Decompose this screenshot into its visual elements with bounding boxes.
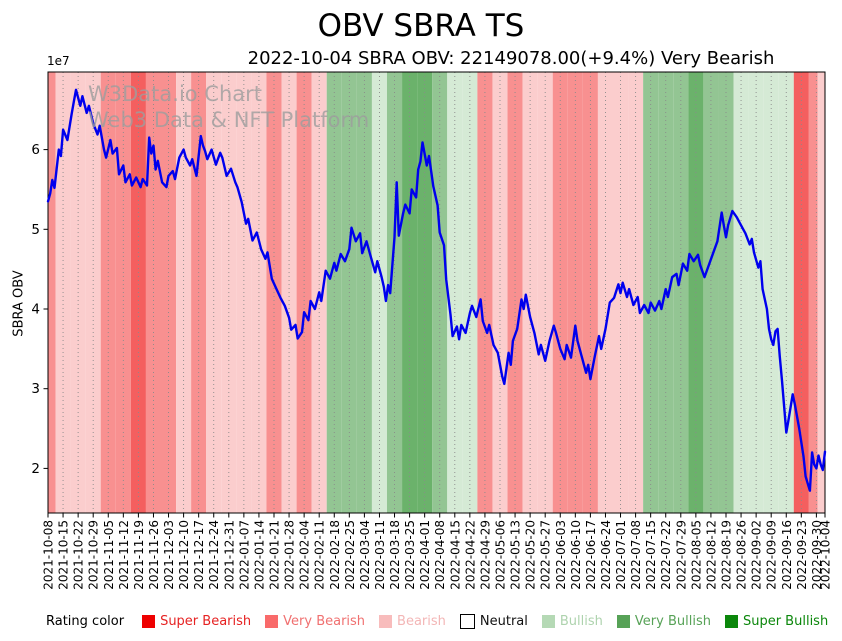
x-tick-label: 2022-07-15 [644, 520, 658, 590]
chart-title: OBV SBRA TS [317, 8, 525, 44]
x-tick-label: 2021-12-24 [207, 520, 221, 590]
bearish-swatch-icon [379, 615, 393, 628]
x-tick-label: 2022-08-12 [704, 520, 718, 590]
obv-series-line [46, 88, 827, 492]
x-tick-label: 2022-01-28 [283, 520, 297, 590]
x-tick-label: 2021-12-17 [192, 520, 206, 590]
x-tick-label: 2022-06-17 [584, 520, 598, 590]
very-bearish-swatch-icon [265, 615, 279, 628]
x-tick-label: 2022-03-11 [373, 520, 387, 590]
x-tick-label: 2022-05-20 [524, 520, 538, 590]
x-tick-label: 2022-07-29 [674, 520, 688, 590]
legend-item-super-bearish: Super Bearish [142, 614, 251, 629]
x-tick-label: 2022-09-16 [780, 520, 794, 590]
x-tick-label: 2022-05-06 [493, 520, 507, 590]
y-axis-title: SBRA OBV [11, 270, 27, 337]
legend-label: Super Bearish [160, 614, 252, 629]
legend-item-super-bullish: Super Bullish [724, 614, 829, 629]
super-bullish-swatch-icon [724, 615, 738, 628]
legend-item-bearish: Bearish [379, 614, 446, 629]
x-tick-label: 2022-03-25 [403, 520, 417, 590]
chart-subtitle: 2022-10-04 SBRA OBV: 22149078.00(+9.4%) … [247, 48, 775, 69]
x-tick-label: 2022-03-04 [358, 520, 372, 590]
x-tick-label: 2022-10-04 [819, 520, 833, 590]
x-tick-label: 2022-02-25 [343, 520, 357, 590]
legend-label: Very Bullish [634, 614, 711, 629]
x-tick-label: 2022-02-18 [328, 520, 342, 590]
plot-border [47, 71, 826, 514]
x-tick-label: 2021-12-31 [222, 520, 236, 590]
legend-item-bullish: Bullish [541, 614, 603, 629]
rating-band [48, 72, 56, 513]
x-tick-label: 2022-04-01 [418, 520, 432, 590]
x-tick-label: 2022-04-29 [478, 520, 492, 590]
x-tick-label: 2022-04-08 [433, 520, 447, 590]
x-tick-label: 2021-12-10 [177, 520, 191, 590]
x-tick-label: 2022-09-30 [810, 520, 824, 590]
y-tick-label: 4 [31, 302, 40, 318]
very-bullish-swatch-icon [616, 615, 630, 628]
x-tick-label: 2022-09-09 [765, 520, 779, 590]
x-tick-label: 2022-07-08 [629, 520, 643, 590]
x-tick-label: 2022-08-19 [719, 520, 733, 590]
rating-legend: Rating color Super Bearish Very Bearish … [46, 614, 829, 629]
y-tick-label: 5 [31, 222, 40, 238]
x-tick-label: 2022-02-04 [298, 520, 312, 590]
x-tick-label: 2021-12-03 [162, 520, 176, 590]
x-tick-label: 2022-01-21 [267, 520, 281, 590]
legend-label: Bullish [559, 614, 603, 629]
legend-item-very-bullish: Very Bullish [616, 614, 711, 629]
x-tick-label: 2022-01-14 [252, 520, 266, 590]
x-tick-label: 2021-10-15 [57, 520, 71, 590]
x-tick-label: 2021-10-22 [72, 520, 86, 590]
neutral-swatch-icon [459, 614, 475, 629]
legend-item-neutral: Neutral [459, 614, 528, 629]
x-tick-label: 2022-07-01 [614, 520, 628, 590]
x-tick-label: 2021-11-05 [102, 520, 116, 590]
rating-band [817, 72, 825, 513]
legend-title: Rating color [46, 614, 125, 629]
x-tick-label: 2021-11-12 [117, 520, 131, 590]
x-tick-label: 2021-10-29 [87, 520, 101, 590]
x-tick-label: 2022-01-07 [237, 520, 251, 590]
legend-label: Neutral [479, 614, 528, 629]
x-tick-label: 2022-06-24 [599, 520, 613, 590]
y-tick-label: 3 [31, 381, 40, 397]
x-tick-label: 2021-11-26 [147, 520, 161, 590]
x-tick-label: 2022-04-15 [448, 520, 462, 590]
x-tick-label: 2022-08-05 [689, 520, 703, 590]
y-tick-label: 6 [31, 142, 40, 158]
x-tick-label: 2022-09-23 [795, 520, 809, 590]
bullish-swatch-icon [541, 615, 555, 628]
y-tick-label: 2 [31, 461, 40, 477]
x-tick-label: 2022-05-13 [509, 520, 523, 590]
x-tick-label: 2022-08-26 [735, 520, 749, 590]
x-tick-label: 2022-03-18 [388, 520, 402, 590]
x-tick-label: 2022-09-02 [750, 520, 764, 590]
legend-item-very-bearish: Very Bearish [265, 614, 365, 629]
x-tick-label: 2022-07-22 [659, 520, 673, 590]
x-tick-label: 2021-10-08 [42, 520, 56, 590]
legend-label: Bearish [397, 614, 446, 629]
x-tick-label: 2022-02-11 [313, 520, 327, 590]
x-tick-label: 2022-05-27 [539, 520, 553, 590]
super-bearish-swatch-icon [142, 615, 156, 628]
x-tick-label: 2021-11-19 [132, 520, 146, 590]
x-tick-label: 2022-06-10 [569, 520, 583, 590]
legend-label: Super Bullish [742, 614, 829, 629]
x-tick-label: 2022-06-03 [554, 520, 568, 590]
x-tick-label: 2022-04-22 [463, 520, 477, 590]
legend-label: Very Bearish [283, 614, 366, 629]
y-axis-offset-label: 1e7 [47, 54, 70, 68]
